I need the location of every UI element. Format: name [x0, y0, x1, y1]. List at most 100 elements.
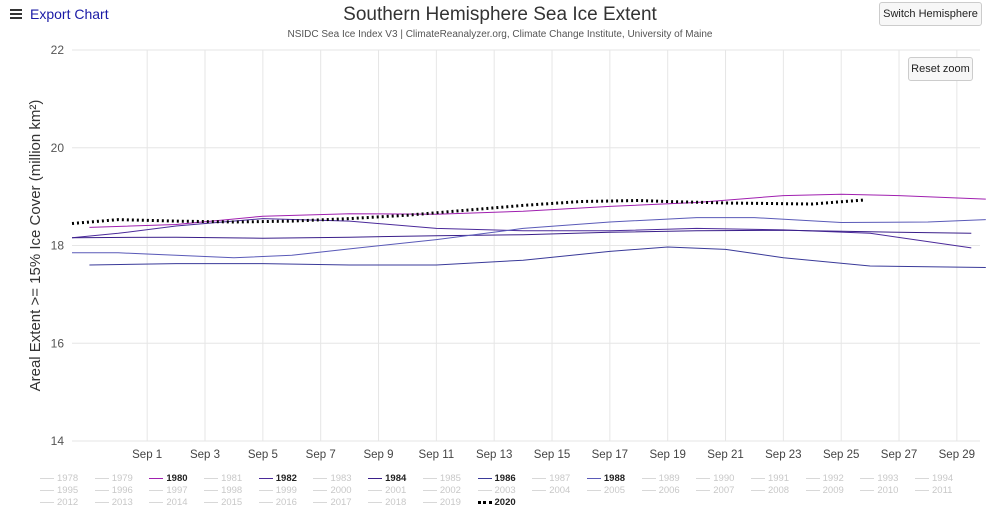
legend-item-1978[interactable]: 1978	[40, 472, 95, 484]
chart-legend: 1978 1979 1980 1981 1982 1983 1984 1985 1986 1987…	[40, 472, 980, 508]
chart-subtitle: NSIDC Sea Ice Index V3 | ClimateReanalyz…	[287, 29, 713, 40]
y-tick-label: 22	[51, 43, 65, 57]
legend-label: 1993	[877, 472, 899, 484]
legend-swatch	[204, 477, 219, 479]
legend-item-2001[interactable]: 2001	[368, 484, 423, 496]
legend-item-2014[interactable]: 2014	[149, 496, 204, 508]
y-tick-label: 16	[51, 336, 65, 350]
legend-item-2017[interactable]: 2017	[313, 496, 368, 508]
legend-label: 1986	[494, 472, 516, 484]
legend-item-1988[interactable]: 1988	[586, 472, 642, 484]
menu-icon	[10, 9, 22, 19]
legend-label: 1988	[603, 472, 626, 484]
legend-swatch	[94, 501, 109, 503]
y-tick-label: 18	[51, 239, 65, 253]
x-tick-label: Sep 5	[248, 449, 278, 461]
legend-item-1996[interactable]: 1996	[94, 484, 150, 496]
legend-item-1984[interactable]: 1984	[368, 472, 423, 484]
legend-item-1986[interactable]: 1986	[477, 472, 533, 484]
legend-item-2011[interactable]: 2011	[915, 484, 970, 496]
legend-item-1980[interactable]: 1980	[149, 472, 204, 484]
legend-swatch	[204, 489, 219, 491]
legend-item-1993[interactable]: 1993	[860, 472, 915, 484]
legend-row: 1978 1979 1980 1981 1982 1983 1984 1985 1986 1987…	[40, 472, 980, 484]
series-line-1980	[89, 193, 986, 228]
legend-item-2009[interactable]: 2009	[805, 484, 861, 496]
legend-label: 1984	[385, 472, 407, 484]
legend-item-1982[interactable]: 1982	[258, 472, 314, 484]
legend-item-2020[interactable]: 2020	[477, 496, 533, 508]
legend-item-1998[interactable]: 1998	[204, 484, 259, 496]
x-tick-label: Sep 1	[132, 449, 162, 461]
legend-swatch	[368, 501, 383, 503]
legend-item-1981[interactable]: 1981	[204, 472, 259, 484]
x-tick-label: Sep 17	[592, 449, 628, 461]
legend-label: 2019	[439, 496, 461, 508]
x-tick-label: Sep 19	[649, 449, 685, 461]
legend-item-2003[interactable]: 2003	[477, 484, 533, 496]
legend-item-1995[interactable]: 1995	[40, 484, 95, 496]
legend-swatch	[532, 477, 547, 479]
x-tick-label: Sep 25	[823, 449, 859, 461]
legend-item-2018[interactable]: 2018	[368, 496, 423, 508]
x-tick-label: Sep 21	[707, 449, 743, 461]
legend-item-2015[interactable]: 2015	[204, 496, 259, 508]
legend-item-2008[interactable]: 2008	[750, 484, 806, 496]
legend-swatch	[149, 501, 164, 503]
legend-item-2004[interactable]: 2004	[532, 484, 587, 496]
legend-label: 1978	[57, 472, 79, 484]
legend-label: 2004	[549, 484, 571, 496]
y-tick-label: 20	[51, 141, 65, 155]
x-tick-label: Sep 9	[363, 449, 393, 461]
legend-item-2005[interactable]: 2005	[586, 484, 642, 496]
legend-swatch	[94, 477, 109, 479]
reset-zoom-button[interactable]: Reset zoom	[908, 57, 973, 81]
series-line-1986	[89, 246, 986, 268]
legend-swatch	[422, 477, 437, 479]
legend-row: 2012 2013 2014 2015 2016 2017 2018 2019 2020	[40, 496, 980, 508]
legend-label: 1979	[111, 472, 133, 484]
legend-item-1979[interactable]: 1979	[94, 472, 150, 484]
switch-hemisphere-button[interactable]: Switch Hemisphere	[879, 2, 982, 26]
legend-swatch	[368, 477, 383, 479]
legend-item-2019[interactable]: 2019	[422, 496, 478, 508]
legend-swatch	[40, 501, 54, 503]
legend-item-1994[interactable]: 1994	[915, 472, 970, 484]
legend-item-1991[interactable]: 1991	[750, 472, 806, 484]
series-line-1988	[72, 217, 986, 259]
legend-swatch	[258, 489, 273, 491]
legend-label: 1987	[549, 472, 571, 484]
legend-label: 2001	[385, 484, 407, 496]
legend-swatch	[586, 477, 601, 479]
legend-item-2016[interactable]: 2016	[258, 496, 314, 508]
legend-label: 2014	[166, 496, 188, 508]
legend-swatch	[532, 489, 547, 491]
legend-item-2006[interactable]: 2006	[641, 484, 697, 496]
legend-item-1992[interactable]: 1992	[805, 472, 861, 484]
legend-item-1989[interactable]: 1989	[641, 472, 697, 484]
legend-item-2000[interactable]: 2000	[313, 484, 368, 496]
legend-swatch	[696, 477, 711, 479]
legend-item-2007[interactable]: 2007	[696, 484, 751, 496]
legend-item-2002[interactable]: 2002	[422, 484, 478, 496]
legend-label: 2000	[330, 484, 352, 496]
legend-label: 2007	[713, 484, 735, 496]
legend-label: 1985	[439, 472, 461, 484]
legend-item-1990[interactable]: 1990	[696, 472, 751, 484]
legend-swatch	[313, 501, 328, 503]
legend-item-2012[interactable]: 2012	[40, 496, 95, 508]
legend-item-2013[interactable]: 2013	[94, 496, 150, 508]
legend-swatch	[258, 477, 273, 479]
legend-swatch	[477, 477, 492, 479]
export-chart-button[interactable]: Export Chart	[10, 6, 109, 22]
legend-label: 2006	[658, 484, 680, 496]
legend-item-1987[interactable]: 1987	[532, 472, 587, 484]
x-tick-label: Sep 23	[765, 449, 801, 461]
legend-item-1999[interactable]: 1999	[258, 484, 314, 496]
legend-item-1983[interactable]: 1983	[313, 472, 368, 484]
legend-item-1997[interactable]: 1997	[149, 484, 204, 496]
legend-label: 1996	[111, 484, 133, 496]
legend-item-2010[interactable]: 2010	[860, 484, 915, 496]
legend-item-1985[interactable]: 1985	[422, 472, 478, 484]
legend-swatch	[149, 489, 164, 491]
